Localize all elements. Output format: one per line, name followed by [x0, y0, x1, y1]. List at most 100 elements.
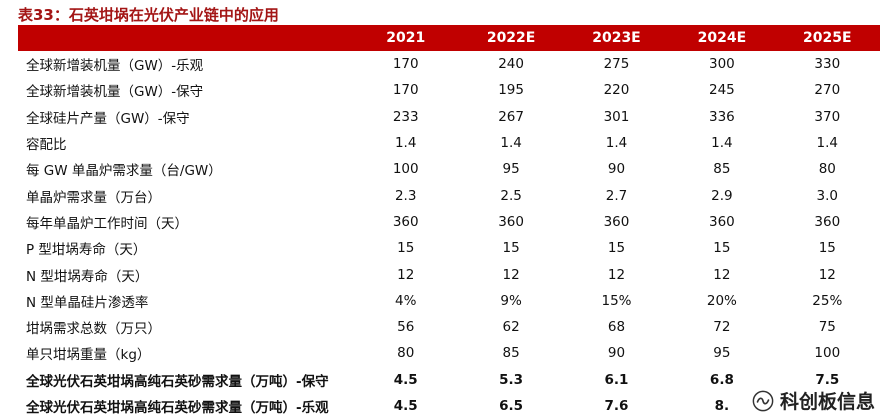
table-cell: 15 [397, 240, 415, 257]
row-label: 全球新增装机量（GW）-保守 [26, 84, 204, 101]
row-label: 容配比 [26, 137, 67, 154]
table-cell: 2.9 [711, 187, 733, 204]
table-cell: 85 [713, 161, 731, 178]
table-cell: 100 [814, 345, 841, 362]
data-table: 2021 2022E 2023E 2024E 2025E 全球新增装机量（GW）… [18, 25, 880, 419]
table-row: 每 GW 单晶炉需求量（台/GW） 100 95 90 85 80 [18, 156, 880, 182]
table-cell: 360 [498, 213, 524, 230]
table-row: 容配比 1.4 1.4 1.4 1.4 1.4 [18, 130, 880, 156]
table-cell: 4% [395, 292, 417, 309]
table-cell: 95 [502, 161, 520, 178]
row-label: P 型坩埚寿命（天） [26, 242, 147, 259]
table-cell: 360 [814, 213, 841, 230]
table-row: 单只坩埚重量（kg） 80 85 90 95 100 [18, 340, 880, 366]
table-row: 单晶炉需求量（万台） 2.3 2.5 2.7 2.9 3.0 [18, 182, 880, 208]
row-label: 坩埚需求总数（万只） [26, 321, 161, 338]
table-cell: 360 [392, 213, 419, 230]
table-row: 全球新增装机量（GW）-保守 170 195 220 245 270 [18, 77, 880, 103]
table-cell: 15 [607, 240, 626, 257]
header-cell-2022e: 2022E [486, 30, 536, 46]
table-cell: 1.4 [816, 135, 839, 152]
table-row: 全球光伏石英坩埚高纯石英砂需求量（万吨）-保守 4.5 5.3 6.1 6.8 7.5 [18, 367, 880, 393]
table-cell: 220 [603, 82, 630, 99]
watermark-text: 科创板信息 [779, 391, 875, 413]
table-cell: 75 [818, 319, 836, 336]
table-body: 全球新增装机量（GW）-乐观 170 240 275 300 330 全球新增装机量（GW）… [18, 51, 880, 419]
table-row: 每年单晶炉工作时间（天） 360 360 360 360 360 [18, 209, 880, 235]
table-title: 表33：石英坩埚在光伏产业链中的应用 [18, 6, 279, 24]
table-cell: 2.7 [605, 187, 628, 204]
row-label: 每年单晶炉工作时间（天） [26, 215, 188, 232]
table-cell: 360 [708, 213, 735, 230]
table-cell: 90 [607, 345, 626, 362]
watermark: 科创板信息 [747, 386, 879, 415]
table-cell: 2.3 [394, 187, 417, 204]
table-cell: 15 [713, 240, 731, 257]
table-cell: 62 [502, 319, 520, 336]
table-cell: 100 [392, 161, 419, 178]
table-cell: 330 [814, 56, 841, 73]
table-cell: 56 [397, 319, 415, 336]
table-cell: 275 [603, 56, 630, 73]
data-table-container: 2021 2022E 2023E 2024E 2025E 全球新增装机量（GW）… [18, 25, 880, 419]
header-cell-2025e: 2025E [803, 30, 852, 46]
table-cell: 12 [607, 266, 626, 283]
table-cell: 20% [706, 292, 737, 309]
table-cell: 1.4 [711, 135, 733, 152]
table-cell: 12 [713, 266, 731, 283]
table-cell: 25% [812, 292, 843, 309]
table-cell: 7.5 [815, 371, 840, 388]
table-cell: 370 [814, 108, 841, 125]
table-cell: 6.5 [499, 398, 524, 414]
table-row: 全球新增装机量（GW）-乐观 170 240 275 300 330 [18, 51, 880, 77]
wechat-channel-icon [752, 390, 774, 411]
table-cell: 68 [607, 319, 626, 336]
table-cell: 12 [502, 266, 520, 283]
table-cell: 360 [603, 213, 630, 230]
table-cell: 95 [713, 345, 731, 362]
table-cell: 6.1 [604, 371, 629, 388]
row-label: 单晶炉需求量（万台） [26, 189, 161, 206]
table-row: 坩埚需求总数（万只） 56 62 68 72 75 [18, 314, 880, 340]
table-cell: 2.5 [500, 187, 522, 204]
table-row: 全球光伏石英坩埚高纯石英砂需求量（万吨）-乐观 4.5 6.5 7.6 8. [18, 393, 880, 419]
table-row: N 型单晶硅片渗透率 4% 9% 15% 20% 25% [18, 288, 880, 314]
table-cell: 15 [502, 240, 520, 257]
table-cell: 240 [498, 56, 524, 73]
table-cell: 170 [392, 82, 419, 99]
table-cell: 15 [818, 240, 836, 257]
table-cell: 9% [500, 292, 522, 309]
table-cell: 170 [392, 56, 419, 73]
table-cell: 12 [818, 266, 836, 283]
table-cell: 7.6 [604, 398, 629, 414]
row-label: 全球硅片产量（GW）-保守 [26, 110, 190, 127]
table-cell: 267 [498, 108, 524, 125]
row-label: 单只坩埚重量（kg） [26, 347, 151, 364]
table-cell: 270 [814, 82, 841, 99]
table-cell: 85 [502, 345, 520, 362]
header-cell-2023e: 2023E [592, 30, 641, 46]
table-cell: 4.5 [393, 398, 418, 414]
header-cell-label [18, 25, 353, 51]
table-cell: 1.4 [394, 135, 417, 152]
header-cell-2021: 2021 [386, 30, 426, 46]
row-label: N 型坩埚寿命（天） [26, 268, 149, 285]
row-label: N 型单晶硅片渗透率 [26, 294, 149, 311]
table-cell: 300 [708, 56, 735, 73]
table-row: P 型坩埚寿命（天） 15 15 15 15 15 [18, 235, 880, 261]
table-cell: 80 [818, 161, 836, 178]
table-cell: 195 [498, 82, 524, 99]
table-cell: 245 [708, 82, 735, 99]
table-cell: 336 [708, 108, 735, 125]
table-cell: 12 [397, 266, 415, 283]
row-label: 每 GW 单晶炉需求量（台/GW） [26, 163, 222, 180]
table-cell: 5.3 [499, 371, 524, 388]
table-cell: 15% [601, 292, 632, 309]
table-cell: 6.8 [709, 371, 734, 388]
row-label: 全球光伏石英坩埚高纯石英砂需求量（万吨）-乐观 [26, 400, 329, 416]
row-label: 全球新增装机量（GW）-乐观 [26, 58, 204, 75]
table-cell: 301 [603, 108, 630, 125]
table-cell: 80 [397, 345, 415, 362]
row-label: 全球光伏石英坩埚高纯石英砂需求量（万吨）-保守 [26, 373, 329, 390]
table-cell: 72 [713, 319, 731, 336]
